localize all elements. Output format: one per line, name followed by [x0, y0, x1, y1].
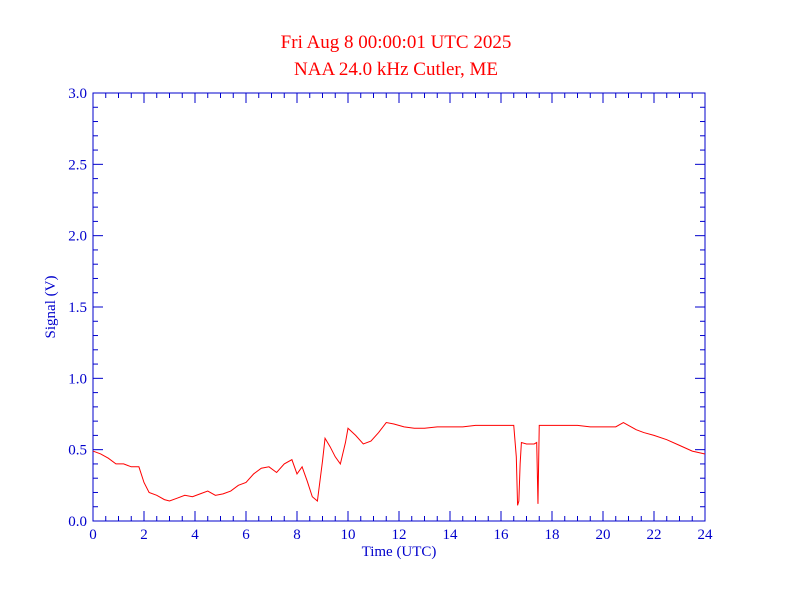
y-tick-label: 0.5 — [68, 443, 87, 459]
y-tick-label: 0.0 — [68, 514, 87, 530]
x-tick-label: 6 — [242, 527, 250, 543]
x-tick-label: 20 — [596, 527, 611, 543]
x-tick-label: 4 — [191, 527, 199, 543]
x-axis-label: Time (UTC) — [362, 544, 437, 560]
x-tick-labels: 0 2 4 6 8 10 12 14 16 18 20 22 24 — [89, 527, 713, 543]
signal-series-line — [92, 421, 706, 506]
chart-title: Fri Aug 8 00:00:01 UTC 2025 — [280, 32, 512, 53]
x-tick-label: 0 — [89, 527, 97, 543]
chart-subtitle: NAA 24.0 kHz Cutler, ME — [294, 59, 498, 80]
x-tick-label: 14 — [443, 527, 459, 543]
x-tick-label: 24 — [698, 527, 714, 543]
x-tick-label: 18 — [545, 527, 560, 543]
axis-ticks — [92, 92, 706, 522]
y-tick-labels: 0.0 0.5 1.0 1.5 2.0 2.5 3.0 — [68, 86, 87, 530]
y-tick-label: 3.0 — [68, 86, 87, 102]
plot-frame — [92, 92, 706, 522]
y-tick-label: 1.5 — [68, 300, 87, 316]
y-tick-label: 1.0 — [68, 371, 87, 387]
x-tick-label: 12 — [392, 527, 407, 543]
x-tick-label: 8 — [293, 527, 301, 543]
y-tick-label: 2.5 — [68, 157, 87, 173]
y-axis-label: Signal (V) — [43, 276, 59, 339]
x-tick-label: 22 — [647, 527, 662, 543]
x-tick-label: 16 — [494, 527, 510, 543]
x-tick-label: 2 — [140, 527, 148, 543]
x-tick-label: 10 — [341, 527, 356, 543]
y-tick-label: 2.0 — [68, 229, 87, 245]
